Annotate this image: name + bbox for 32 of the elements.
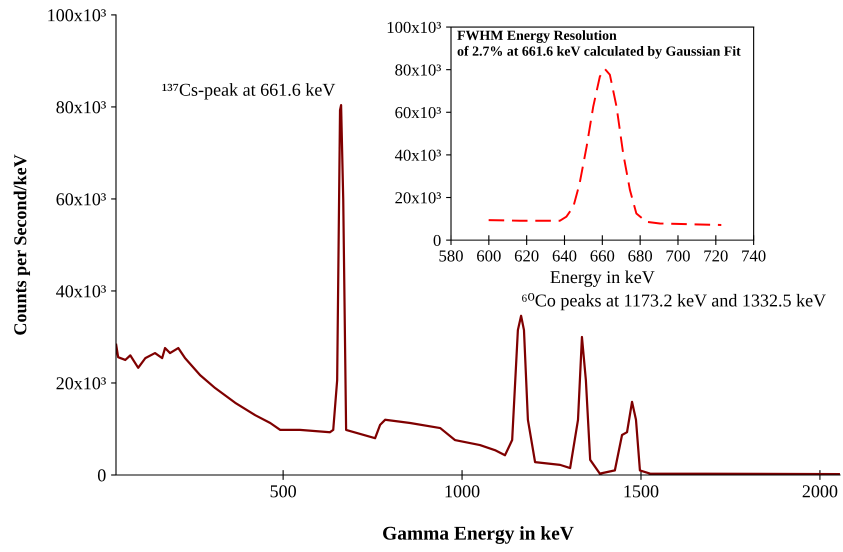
y-tick-label: 0 <box>98 469 106 482</box>
y-axis-title: Counts per Second/keV <box>14 154 30 335</box>
x-tick-label: 1000 <box>446 485 480 498</box>
line-series <box>488 68 722 226</box>
y-tick-label: 80x10³ <box>56 101 106 114</box>
annotation: ¹³⁷Cs-peak at 661.6 keV <box>162 83 336 100</box>
x-tick-label: 700 <box>666 250 690 262</box>
text: FWHM Energy Resolution of 2.7% at 661.6 keV calculated by Gaussian Fit <box>457 30 741 59</box>
x-tick-label: 640 <box>552 250 576 262</box>
y-tick-label: 60x10³ <box>395 106 441 118</box>
y-tick-label: 0 <box>434 234 441 246</box>
y-tick-label: 100x10³ <box>388 22 441 33</box>
y-tick-label: 20x10³ <box>56 377 106 390</box>
x-tick-label: 500 <box>270 485 296 498</box>
y-tick-label: 40x10³ <box>394 150 441 161</box>
x-tick-label: 740 <box>742 250 766 262</box>
y-tick-label: 40x10³ <box>56 285 106 298</box>
y-tick-label: 80x10³ <box>395 64 441 76</box>
x-tick-label: 2000 <box>802 485 838 498</box>
x-tick-label: 1500 <box>624 485 658 498</box>
x-tick-label: 680 <box>628 250 652 262</box>
y-tick-label: 100x10³ <box>48 9 106 22</box>
x-tick-label: 620 <box>514 250 539 262</box>
x-tick-label: 660 <box>590 250 614 262</box>
x-axis-title: Energy in keV <box>550 270 655 287</box>
y-tick-label: 60x10³ <box>56 193 106 206</box>
x-tick-label: 720 <box>704 250 728 262</box>
y-tick-label: 20x10³ <box>395 192 441 204</box>
x-tick-label: 580 <box>439 250 463 262</box>
x-tick-label: 600 <box>477 250 501 262</box>
annotation: ⁶⁰Co peaks at 1173.2 keV and 1332.5 keV <box>522 293 826 310</box>
x-axis-title: Gamma Energy in keV <box>383 526 574 544</box>
